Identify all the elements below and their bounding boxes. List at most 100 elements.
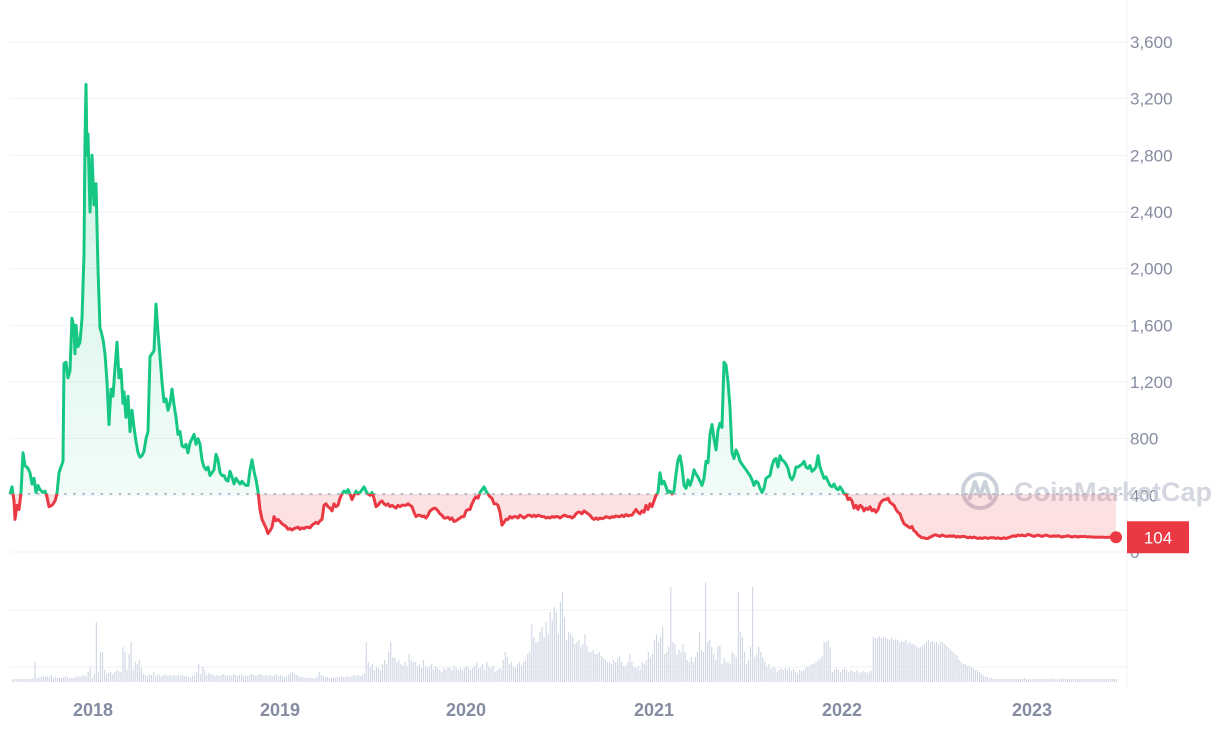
price-line-up [8,83,848,494]
volume-bar [776,672,778,682]
volume-bar [958,660,960,682]
volume-bar [846,670,848,682]
volume-bar [1017,679,1019,682]
volume-bar [77,676,79,682]
volume-bar [664,654,666,682]
volume-bar [14,679,16,682]
volume-bar [819,658,821,682]
volume-bar [490,668,492,682]
volume-bar [574,644,576,682]
volume-bar [827,640,829,682]
volume-bar [561,592,564,682]
volume-bar [1021,679,1024,682]
volume-bar [543,637,545,682]
volume-bar [410,660,412,682]
volume-bar [698,632,701,682]
volume-bar [179,676,181,682]
volume-bar [964,664,966,682]
price-area-below [10,493,1116,539]
volume-bar [1077,679,1079,682]
volume-bar [306,677,308,682]
volume-bar [611,664,613,682]
volume-bar [721,664,723,682]
volume-bar [617,658,619,682]
volume-bar [118,671,120,682]
volume-bar [637,666,639,682]
volume-bar [24,679,26,682]
volume-bar [821,656,823,682]
volume-bar [582,644,584,682]
volume-bar [535,642,537,682]
volume-bar [1038,679,1040,682]
volume-bar [124,652,126,682]
volume-bar [545,622,547,682]
volume-bar [451,670,453,682]
current-price-dot[interactable] [1110,531,1122,544]
volume-bar [191,676,194,682]
volume-bar [177,675,179,682]
volume-bar [398,660,400,682]
volume-bar [471,668,474,682]
volume-bar [962,664,964,682]
volume-bar [165,674,167,682]
volume-bar [770,669,772,682]
volume-bar [249,675,251,682]
volume-bar [236,676,238,682]
volume-bar [480,667,482,682]
volume-bar [854,672,856,682]
volume-bar [807,666,809,682]
volume-bar [112,674,114,682]
volume-bar [594,654,596,682]
volume-bar [243,676,245,682]
volume-bar [424,666,427,682]
y-tick-label: 1,200 [1130,373,1173,392]
volume-bar [316,677,318,682]
x-tick-label: 2023 [1012,700,1052,720]
volume-bar [373,670,375,682]
volume-bar [1068,679,1071,682]
volume-bar [422,660,425,682]
volume-bar [784,668,786,682]
volume-bar [568,632,570,682]
volume-bar [829,647,831,682]
volume-bar [459,668,461,682]
volume-bar [942,642,944,682]
volume-bar [934,643,936,682]
volume-bar [915,646,917,682]
volume-bar [631,662,633,682]
volume-bar [860,672,862,682]
volume-bar [357,675,359,682]
volume-bar [608,662,611,682]
volume-bar [866,673,868,682]
volume-bar [772,667,774,682]
volume-bar [662,627,664,682]
volume-bar [269,675,271,682]
volume-bar [713,654,715,682]
volume-bar [42,676,44,682]
volume-bar [85,676,87,682]
y-tick-label: 2,000 [1130,260,1173,279]
volume-bar [525,660,527,682]
volume-bar [919,647,921,682]
volume-bar [862,671,864,682]
volume-bar [175,676,177,682]
volume-bar [668,647,670,682]
volume-bar [981,674,983,682]
volume-bar [1058,679,1060,682]
volume-bar [1087,679,1089,682]
volume-bar [799,670,801,682]
volume-bar [647,652,649,682]
volume-bar [267,676,269,682]
volume-bar [59,678,61,682]
volume-bar [678,650,680,682]
volume-bar [868,672,870,682]
volume-bar [1036,679,1038,682]
volume-bar [367,662,369,682]
volume-bar [1083,679,1085,682]
volume-bar [189,677,191,682]
volume-bar [995,679,997,682]
volume-bar [833,670,835,682]
volume-bar [1050,678,1052,682]
volume-bar [222,674,224,682]
